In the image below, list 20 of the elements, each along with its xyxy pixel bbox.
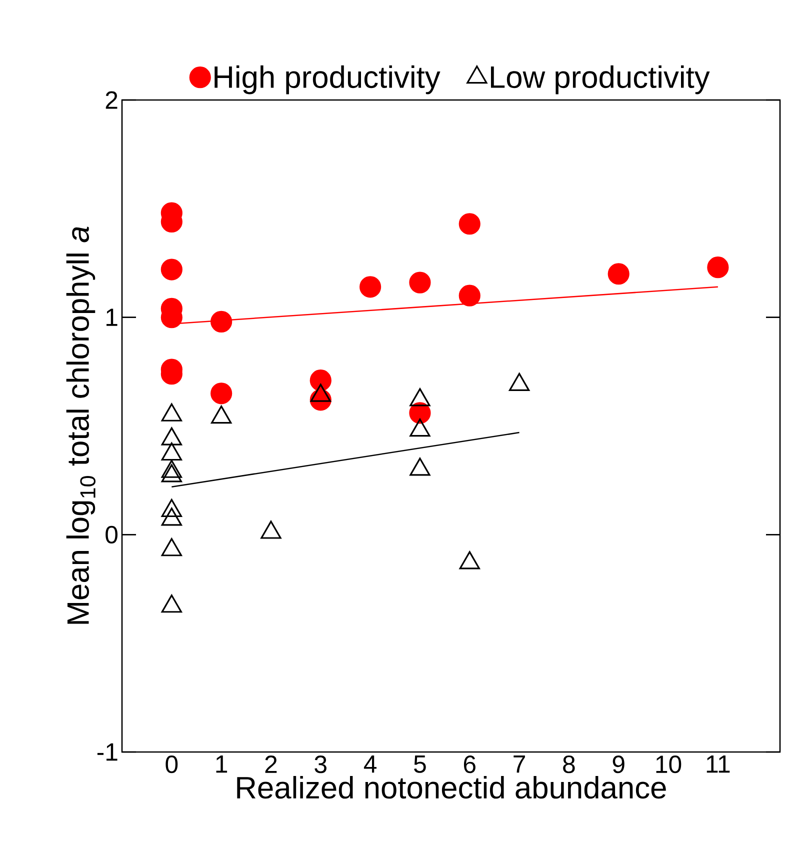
y-tick-label: -1	[97, 743, 118, 761]
legend-label: Low productivity	[490, 65, 710, 94]
x-tick-label: 10	[656, 756, 682, 774]
y-tick-label: 2	[106, 91, 118, 109]
y-tick-label: 0	[106, 526, 118, 544]
x-tick-label: 8	[563, 756, 575, 774]
x-tick-label: 6	[464, 756, 476, 774]
x-tick-label: 11	[706, 756, 730, 773]
y-tick-label: 1	[106, 308, 118, 326]
x-tick-label: 1	[216, 756, 228, 773]
x-tick-label: 9	[612, 756, 624, 774]
x-tick-label: 3	[314, 756, 326, 774]
x-axis-title: Realized notonectid abundance	[237, 776, 666, 799]
x-tick-label: 2	[265, 756, 277, 773]
x-tick-label: 5	[414, 756, 426, 773]
x-tick-label: 7	[514, 756, 525, 773]
x-tick-label: 0	[166, 756, 178, 774]
x-tick-label: 4	[364, 756, 377, 773]
y-axis-title: Mean log$_{10}$ total chlorophyll a	[66, 226, 96, 624]
legend-label: High productivity	[214, 65, 440, 94]
